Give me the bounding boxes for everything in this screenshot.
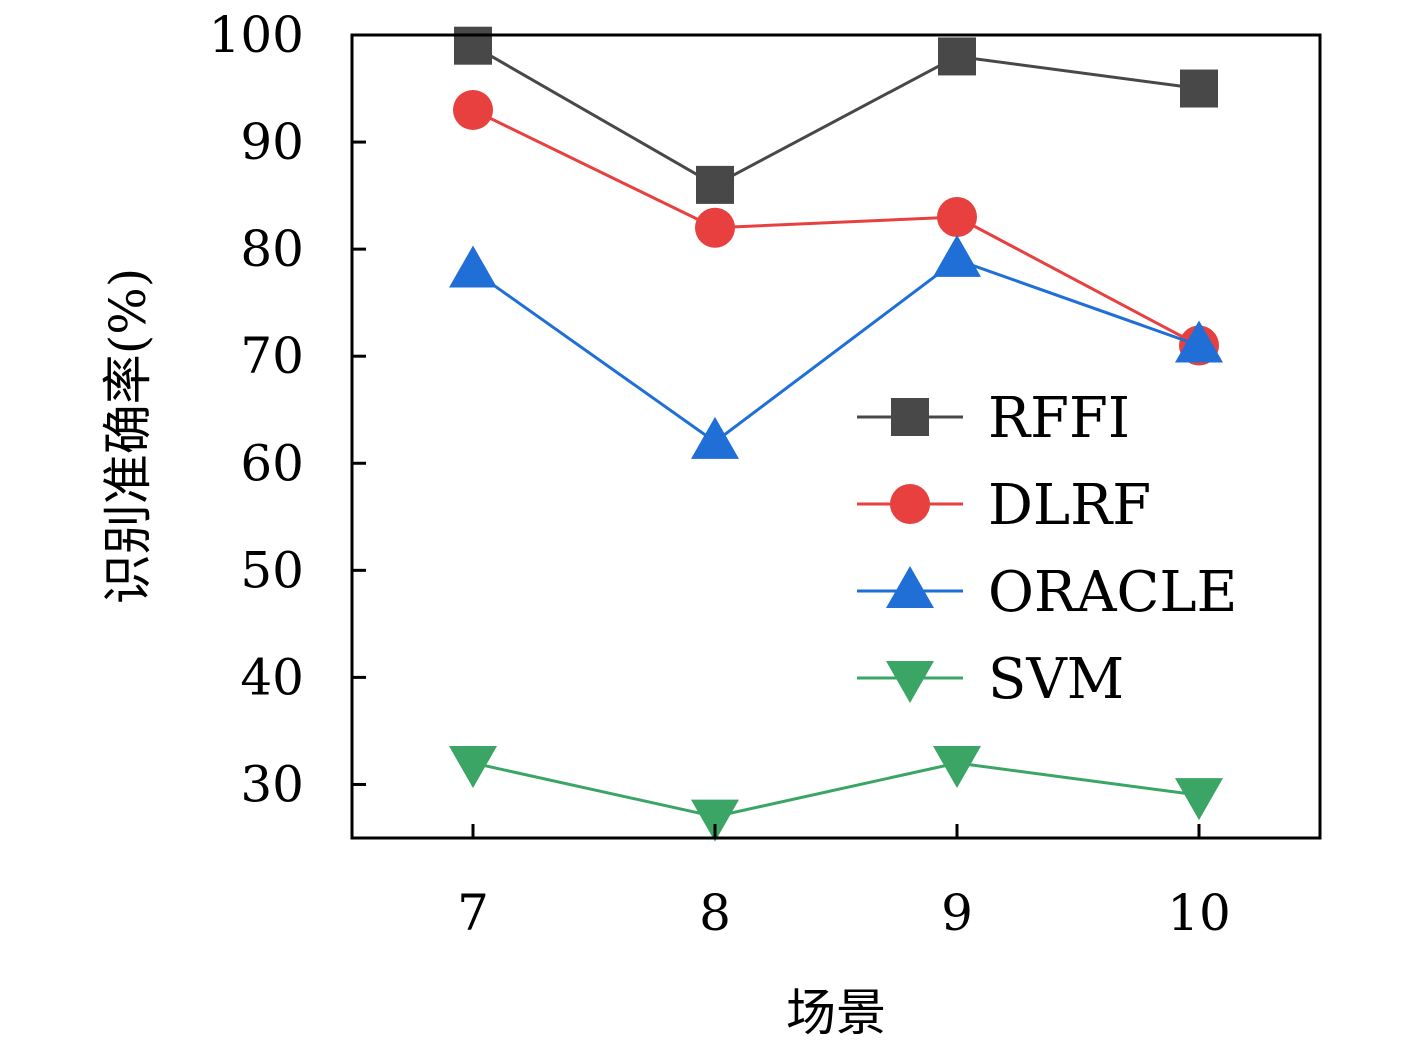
- x-axis-title: 场景: [786, 984, 886, 1042]
- data-point-rffi: [938, 37, 976, 76]
- legend-entry-rffi: RFFI: [857, 386, 1130, 451]
- y-tick-label: 80: [240, 220, 304, 278]
- y-tick-label: 40: [240, 648, 304, 706]
- x-tick-label: 9: [941, 884, 973, 942]
- data-point-dlrf: [937, 197, 977, 238]
- series-layer: [449, 26, 1223, 842]
- y-tick-label: 90: [240, 113, 304, 171]
- x-tick-label: 8: [699, 884, 731, 942]
- series-line-rffi: [472, 44, 1200, 187]
- data-point-svm: [449, 746, 497, 789]
- legend-marker-oracle: [886, 566, 934, 608]
- data-point-oracle: [691, 416, 739, 459]
- legend-marker-svm: [886, 661, 934, 703]
- data-point-rffi: [696, 165, 734, 204]
- data-point-rffi: [1180, 69, 1218, 108]
- data-point-oracle: [933, 234, 981, 277]
- series-svm: [449, 746, 1223, 842]
- legend-entry-dlrf: DLRF: [857, 473, 1151, 538]
- data-point-dlrf: [695, 207, 735, 248]
- plot-frame: [350, 33, 1322, 840]
- y-tick-label: 60: [240, 434, 304, 492]
- legend-entry-oracle: ORACLE: [857, 560, 1237, 625]
- series-dlrf: [453, 89, 1219, 366]
- data-point-svm: [1175, 778, 1223, 821]
- y-axis-title: 识别准确率(%): [99, 268, 157, 605]
- y-tick-label: 30: [240, 755, 304, 813]
- data-point-rffi: [454, 26, 492, 65]
- series-line-dlrf: [472, 108, 1200, 347]
- ticks-layer: 7 8 9 10 30 40 50 60 70 80 90 100: [209, 6, 1231, 942]
- legend-entry-svm: SVM: [857, 647, 1124, 712]
- series-line-svm: [472, 761, 1200, 819]
- legend-label: RFFI: [988, 386, 1130, 451]
- y-tick-label: 100: [209, 6, 304, 64]
- legend-marker-dlrf: [890, 484, 930, 524]
- legend-label: DLRF: [988, 473, 1151, 538]
- legend-label: SVM: [988, 647, 1124, 712]
- legend: RFFI DLRF ORACLE SVM: [857, 386, 1237, 712]
- legend-marker-rffi: [891, 398, 929, 436]
- data-point-svm: [691, 799, 739, 842]
- series-line-oracle: [472, 258, 1200, 444]
- y-tick-label: 50: [240, 541, 304, 599]
- y-tick-label: 70: [240, 327, 304, 385]
- series-oracle: [449, 234, 1223, 459]
- data-point-oracle: [1175, 320, 1223, 363]
- legend-label: ORACLE: [988, 560, 1237, 625]
- data-point-oracle: [449, 245, 497, 288]
- x-tick-label: 10: [1167, 884, 1231, 942]
- series-rffi: [454, 26, 1218, 204]
- data-point-svm: [933, 746, 981, 789]
- x-tick-label: 7: [457, 884, 489, 942]
- data-point-dlrf: [453, 89, 493, 130]
